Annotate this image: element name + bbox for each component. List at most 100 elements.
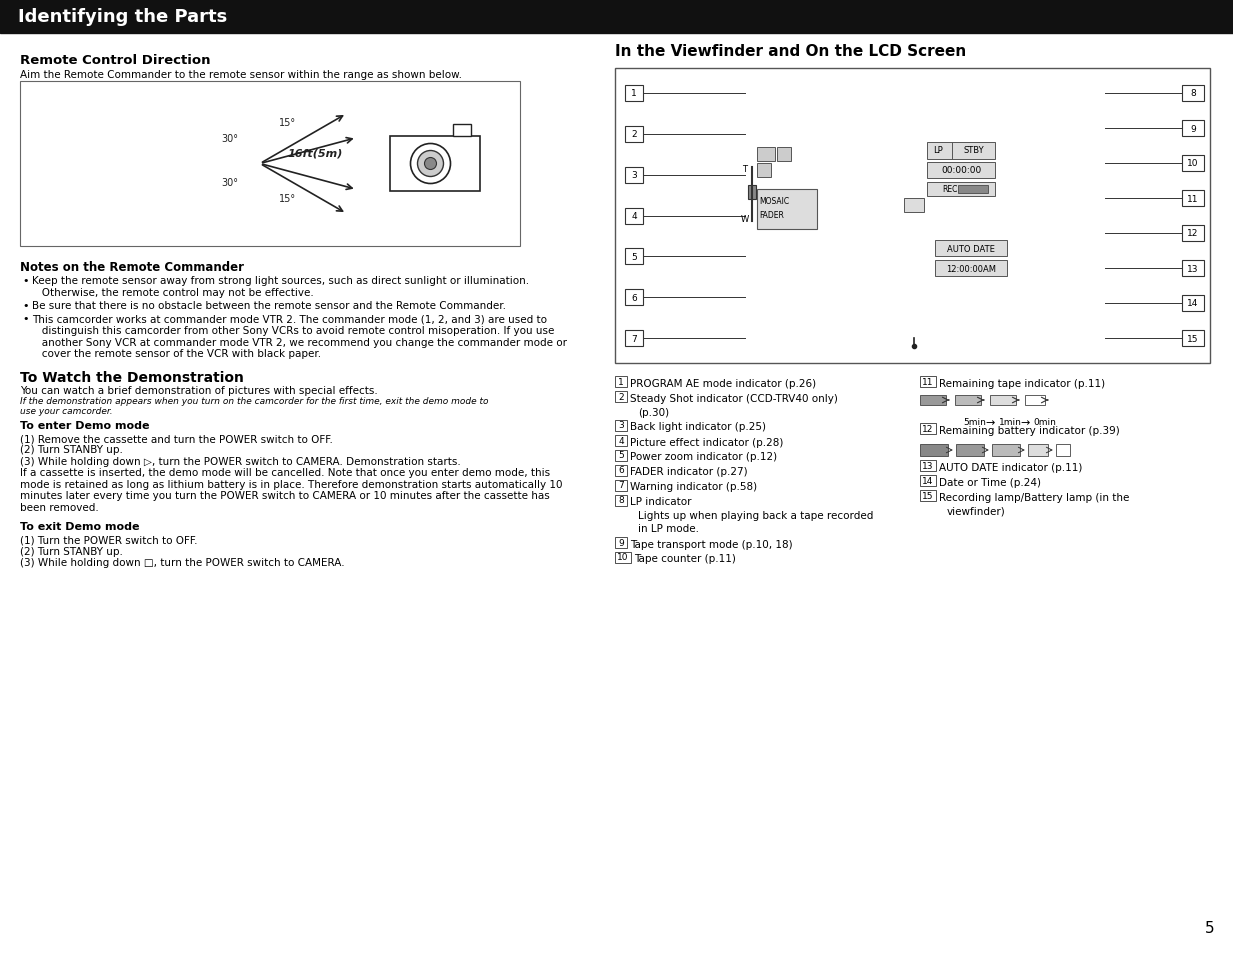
Text: 5: 5 xyxy=(1206,920,1215,935)
Text: distinguish this camcorder from other Sony VCRs to avoid remote control misopera: distinguish this camcorder from other So… xyxy=(32,326,555,335)
Text: AUTO DATE indicator (p.11): AUTO DATE indicator (p.11) xyxy=(940,462,1083,473)
Text: FADER: FADER xyxy=(760,211,784,220)
Bar xyxy=(615,376,628,388)
Bar xyxy=(920,444,948,456)
Bar xyxy=(453,125,471,137)
Circle shape xyxy=(411,144,450,184)
Text: Tape counter (p.11): Tape counter (p.11) xyxy=(634,554,736,564)
Text: Picture effect indicator (p.28): Picture effect indicator (p.28) xyxy=(630,437,783,447)
Bar xyxy=(615,465,628,476)
Bar xyxy=(1182,261,1203,276)
Text: You can watch a brief demonstration of pictures with special effects.: You can watch a brief demonstration of p… xyxy=(20,385,377,395)
Bar xyxy=(920,491,936,501)
Bar xyxy=(935,261,1007,276)
Text: Remaining battery indicator (p.39): Remaining battery indicator (p.39) xyxy=(940,426,1120,436)
Text: (p.30): (p.30) xyxy=(637,407,670,417)
Text: T: T xyxy=(742,165,747,174)
Text: Identifying the Parts: Identifying the Parts xyxy=(18,8,227,26)
Text: 15: 15 xyxy=(1187,335,1198,343)
Text: 6: 6 xyxy=(631,294,637,302)
Text: 15°: 15° xyxy=(280,194,297,204)
Text: To exit Demo mode: To exit Demo mode xyxy=(20,522,139,532)
Bar xyxy=(920,395,946,406)
Text: Notes on the Remote Commander: Notes on the Remote Commander xyxy=(20,261,244,274)
Text: cover the remote sensor of the VCR with black paper.: cover the remote sensor of the VCR with … xyxy=(32,349,321,358)
Bar xyxy=(927,142,995,159)
Text: 14: 14 xyxy=(1187,299,1198,308)
Text: mode is retained as long as lithium battery is in place. Therefore demonstration: mode is retained as long as lithium batt… xyxy=(20,479,562,490)
Bar xyxy=(990,395,1016,406)
Bar xyxy=(625,249,642,265)
Text: Otherwise, the remote control may not be effective.: Otherwise, the remote control may not be… xyxy=(32,287,313,297)
Text: another Sony VCR at commander mode VTR 2, we recommend you change the commander : another Sony VCR at commander mode VTR 2… xyxy=(32,337,567,347)
Text: 6: 6 xyxy=(618,466,624,475)
Text: 5: 5 xyxy=(631,253,637,261)
Bar xyxy=(1182,295,1203,312)
Text: Lights up when playing back a tape recorded: Lights up when playing back a tape recor… xyxy=(637,511,873,520)
Text: 14: 14 xyxy=(922,476,933,485)
Bar xyxy=(625,290,642,306)
Text: Power zoom indicator (p.12): Power zoom indicator (p.12) xyxy=(630,452,777,462)
Bar xyxy=(1182,156,1203,172)
Bar xyxy=(920,376,936,388)
Text: REC: REC xyxy=(942,185,958,193)
Text: To enter Demo mode: To enter Demo mode xyxy=(20,420,149,431)
Bar xyxy=(757,148,776,162)
Text: (3) While holding down ▷, turn the POWER switch to CAMERA. Demonstration starts.: (3) While holding down ▷, turn the POWER… xyxy=(20,456,461,467)
Text: in LP mode.: in LP mode. xyxy=(637,524,699,534)
Text: Tape transport mode (p.10, 18): Tape transport mode (p.10, 18) xyxy=(630,539,793,549)
Bar xyxy=(20,82,520,247)
Bar xyxy=(615,480,628,491)
Bar xyxy=(956,395,981,406)
Bar xyxy=(927,182,995,196)
Text: 12: 12 xyxy=(1187,230,1198,238)
Text: 0min: 0min xyxy=(1033,417,1057,427)
Bar xyxy=(625,331,642,347)
Bar xyxy=(615,69,1210,364)
Bar xyxy=(757,164,771,177)
Text: 5min: 5min xyxy=(963,417,986,427)
Bar xyxy=(615,450,628,461)
Text: →: → xyxy=(985,417,995,428)
Bar xyxy=(993,444,1020,456)
Text: 30°: 30° xyxy=(222,178,238,189)
Text: Date or Time (p.24): Date or Time (p.24) xyxy=(940,477,1041,488)
Text: minutes later every time you turn the POWER switch to CAMERA or 10 minutes after: minutes later every time you turn the PO… xyxy=(20,491,550,501)
Bar xyxy=(1025,395,1046,406)
Bar xyxy=(1028,444,1048,456)
Text: 2: 2 xyxy=(631,131,636,139)
Text: 30°: 30° xyxy=(222,134,238,144)
Text: 7: 7 xyxy=(618,481,624,490)
Text: 11: 11 xyxy=(922,377,933,387)
Text: LP: LP xyxy=(933,146,943,155)
Text: PROGRAM AE mode indicator (p.26): PROGRAM AE mode indicator (p.26) xyxy=(630,378,816,389)
Text: →: → xyxy=(1021,417,1030,428)
Bar xyxy=(625,86,642,102)
Text: 9: 9 xyxy=(1190,125,1196,133)
Bar xyxy=(920,423,936,435)
Text: 15: 15 xyxy=(922,492,933,500)
Bar xyxy=(1182,331,1203,347)
Text: 4: 4 xyxy=(631,212,636,221)
Bar xyxy=(615,495,628,506)
Text: (2) Turn STANBY up.: (2) Turn STANBY up. xyxy=(20,546,123,557)
Text: 11: 11 xyxy=(1187,194,1198,203)
Text: AUTO DATE: AUTO DATE xyxy=(947,244,995,253)
Text: LP indicator: LP indicator xyxy=(630,497,692,507)
Text: 3: 3 xyxy=(631,171,637,180)
Text: To Watch the Demonstration: To Watch the Demonstration xyxy=(20,370,244,384)
Bar xyxy=(920,460,936,472)
Text: 10: 10 xyxy=(618,553,629,562)
Circle shape xyxy=(418,152,444,177)
Bar xyxy=(777,148,792,162)
Text: 1min: 1min xyxy=(999,417,1021,427)
Bar xyxy=(1182,86,1203,102)
Text: 12:00:00AM: 12:00:00AM xyxy=(946,264,996,274)
Text: 3: 3 xyxy=(618,421,624,430)
Bar xyxy=(625,209,642,224)
Text: STBY: STBY xyxy=(964,146,984,155)
Bar xyxy=(1182,121,1203,137)
Text: 8: 8 xyxy=(1190,90,1196,98)
Text: 1: 1 xyxy=(618,377,624,387)
Bar xyxy=(390,137,480,192)
